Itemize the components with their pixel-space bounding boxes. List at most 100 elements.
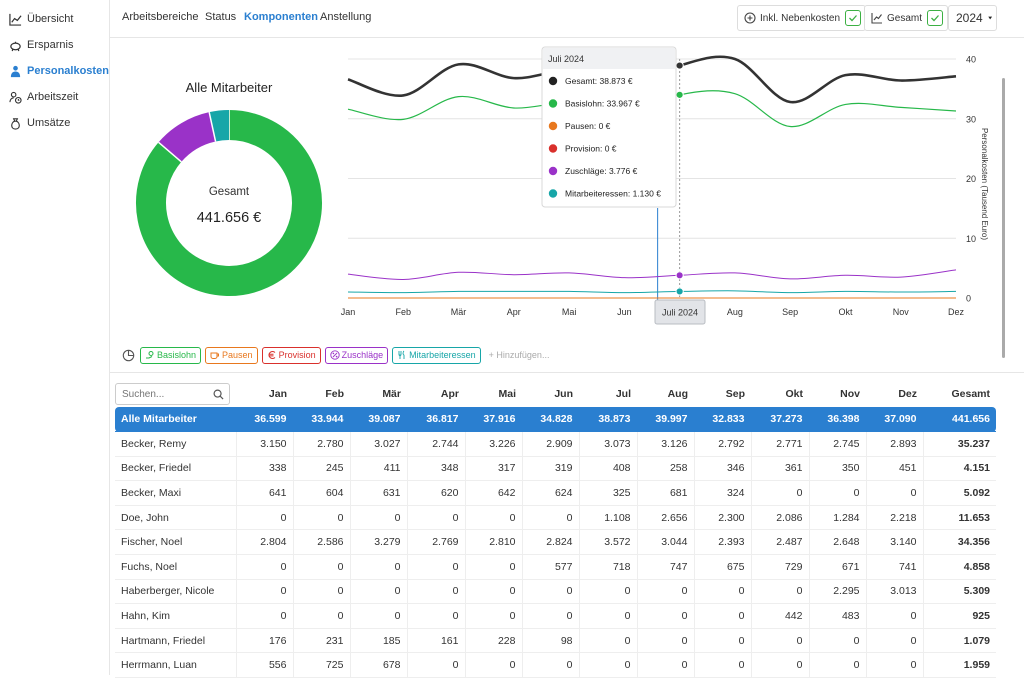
row-value: 3.572 bbox=[579, 529, 638, 556]
row-value: 32.833 bbox=[694, 407, 752, 433]
search-box[interactable] bbox=[115, 383, 230, 405]
column-header[interactable]: Gesamt bbox=[951, 388, 990, 400]
row-value: 0 bbox=[293, 505, 351, 531]
sidebar-item-umsaetze[interactable]: Umsätze bbox=[0, 110, 109, 136]
row-value: 0 bbox=[407, 603, 466, 629]
row-name: Alle Mitarbeiter bbox=[115, 407, 237, 433]
row-value: 0 bbox=[236, 505, 294, 531]
table-row[interactable]: Fischer, Noel 2.804 2.586 3.279 2.769 2.810 2.… bbox=[115, 529, 996, 556]
sidebar-item-arbeitszeit[interactable]: Arbeitszeit bbox=[0, 84, 109, 110]
tooltip-row-text: Gesamt: 38.873 € bbox=[565, 76, 633, 86]
row-value: 725 bbox=[293, 652, 351, 678]
row-value: 317 bbox=[465, 456, 523, 482]
column-header[interactable]: Jul bbox=[615, 388, 631, 400]
row-value: 0 bbox=[522, 603, 580, 629]
sidebar-item-label: Umsätze bbox=[27, 117, 71, 129]
table-row[interactable]: Hartmann, Friedel 176 231 185 161 228 98 0 0 0 0 0 0… bbox=[115, 628, 996, 654]
row-value: 3.073 bbox=[579, 431, 638, 457]
table-row[interactable]: Becker, Remy 3.150 2.780 3.027 2.744 3.226 2.9… bbox=[115, 431, 996, 457]
chip-mitarbeiteressen[interactable]: Mitarbeiteressen bbox=[392, 346, 481, 364]
table-row[interactable]: Doe, John 0 0 0 0 0 0 1.108 2.656 2.300 2.086 1.284… bbox=[115, 505, 996, 531]
row-value: 361 bbox=[751, 456, 810, 482]
column-header[interactable]: Mai bbox=[498, 388, 516, 400]
table-row[interactable]: Hahn, Kim 0 0 0 0 0 0 0 0 0 442 483 0 925 bbox=[115, 603, 996, 629]
sidebar-item-label: Übersicht bbox=[27, 13, 74, 25]
row-value: 3.226 bbox=[465, 431, 523, 457]
nebenkosten-checkbox[interactable] bbox=[845, 10, 862, 26]
hover-point-zuschläge bbox=[675, 271, 684, 280]
column-header[interactable]: Sep bbox=[725, 388, 745, 400]
sidebar-item-uebersicht[interactable]: Übersicht bbox=[0, 6, 109, 32]
table-row-selected[interactable]: Alle Mitarbeiter 36.599 33.944 39.087 36.817… bbox=[115, 407, 996, 433]
row-value: 2.393 bbox=[694, 529, 752, 556]
pie-settings-icon[interactable] bbox=[122, 349, 135, 362]
search-icon bbox=[213, 389, 224, 400]
row-value: 0 bbox=[751, 652, 810, 678]
table-row[interactable]: Herrmann, Luan 556 725 678 0 0 0 0 0 0 0 0 0 1.959 bbox=[115, 652, 996, 678]
tab-status[interactable]: Status bbox=[205, 11, 237, 23]
column-header[interactable]: Jun bbox=[554, 388, 573, 400]
column-header[interactable]: Jan bbox=[268, 388, 287, 400]
tab-komponenten[interactable]: Komponenten bbox=[244, 11, 318, 23]
row-name: Fuchs, Noel bbox=[115, 554, 237, 580]
row-value: 231 bbox=[293, 628, 351, 654]
chip-zuschlaege[interactable]: Zuschläge bbox=[324, 346, 389, 364]
year-select[interactable]: 2024 bbox=[948, 5, 997, 31]
row-value: 0 bbox=[236, 579, 294, 605]
donut-segment-basislohn[interactable] bbox=[136, 110, 322, 296]
column-header[interactable]: Aug bbox=[667, 388, 688, 400]
row-value: 0 bbox=[751, 480, 810, 506]
chip-basislohn[interactable]: Basislohn bbox=[140, 346, 202, 364]
column-header[interactable]: Nov bbox=[840, 388, 860, 400]
coffee-icon bbox=[210, 352, 220, 359]
top-bar: Arbeitsbereiche Status Komponenten Anste… bbox=[110, 0, 1024, 38]
row-value: 3.027 bbox=[350, 431, 408, 457]
x-tick-label: Nov bbox=[893, 307, 910, 317]
row-value: 0 bbox=[350, 554, 408, 580]
cutlery-icon bbox=[398, 350, 405, 359]
row-value: 2.804 bbox=[236, 529, 294, 556]
column-header[interactable]: Feb bbox=[325, 388, 344, 400]
row-value: 3.279 bbox=[350, 529, 408, 556]
donut-segment-mitarbeiteressen[interactable] bbox=[209, 110, 230, 142]
tab-arbeitsbereiche[interactable]: Arbeitsbereiche bbox=[122, 11, 199, 23]
series-line-zuschläge[interactable] bbox=[347, 269, 957, 280]
column-header[interactable]: Okt bbox=[785, 388, 803, 400]
search-input[interactable] bbox=[122, 388, 212, 400]
donut-segment-zuschläge[interactable] bbox=[158, 112, 217, 163]
sidebar-item-ersparnis[interactable]: Ersparnis bbox=[0, 32, 109, 58]
tooltip-swatch bbox=[548, 144, 558, 153]
chip-provision[interactable]: Provision bbox=[261, 346, 321, 364]
chart-scrollbar[interactable] bbox=[1002, 78, 1005, 358]
series-line-mitarbeiteressen[interactable] bbox=[347, 290, 957, 294]
money-hand-icon bbox=[146, 351, 154, 359]
tooltip-swatch bbox=[548, 99, 558, 108]
row-value: 0 bbox=[350, 505, 408, 531]
column-header[interactable]: Apr bbox=[440, 388, 459, 400]
sidebar-item-label: Ersparnis bbox=[27, 39, 74, 51]
row-value: 338 bbox=[236, 456, 294, 482]
donut-chart bbox=[136, 110, 322, 296]
row-value: 34.828 bbox=[522, 407, 580, 433]
row-value: 0 bbox=[637, 652, 695, 678]
row-value: 0 bbox=[465, 554, 523, 580]
gesamt-toggle[interactable]: Gesamt bbox=[864, 5, 949, 31]
column-header[interactable]: Dez bbox=[898, 388, 917, 400]
donut-center-value: 441.656 € bbox=[197, 210, 262, 226]
table-row[interactable]: Becker, Friedel 338 245 411 348 317 319 408 258 3… bbox=[115, 456, 996, 482]
table-row[interactable]: Becker, Maxi 641 604 631 620 642 624 325 681 324 0… bbox=[115, 480, 996, 506]
row-value: 161 bbox=[407, 628, 466, 654]
table-row[interactable]: Haberberger, Nicole 0 0 0 0 0 0 0 0 0 0 2.295 3.013 5… bbox=[115, 579, 996, 605]
tooltip-row-text: Zuschläge: 3.776 € bbox=[565, 166, 638, 176]
table-row[interactable]: Fuchs, Noel 0 0 0 0 0 577 718 747 675 729 671 741 4.8… bbox=[115, 554, 996, 580]
row-value: 631 bbox=[350, 480, 408, 506]
row-value: 620 bbox=[407, 480, 466, 506]
sidebar-item-personalkosten[interactable]: Personalkosten bbox=[0, 58, 109, 84]
chip-pausen[interactable]: Pausen bbox=[205, 346, 258, 364]
add-component-button[interactable]: + Hinzufügen... bbox=[488, 350, 550, 360]
column-header[interactable]: Mär bbox=[382, 388, 401, 400]
gesamt-checkbox[interactable] bbox=[927, 10, 944, 26]
nebenkosten-toggle[interactable]: Inkl. Nebenkosten bbox=[737, 5, 867, 31]
tab-anstellung[interactable]: Anstellung bbox=[320, 11, 372, 23]
x-tick-label: Feb bbox=[396, 307, 412, 317]
